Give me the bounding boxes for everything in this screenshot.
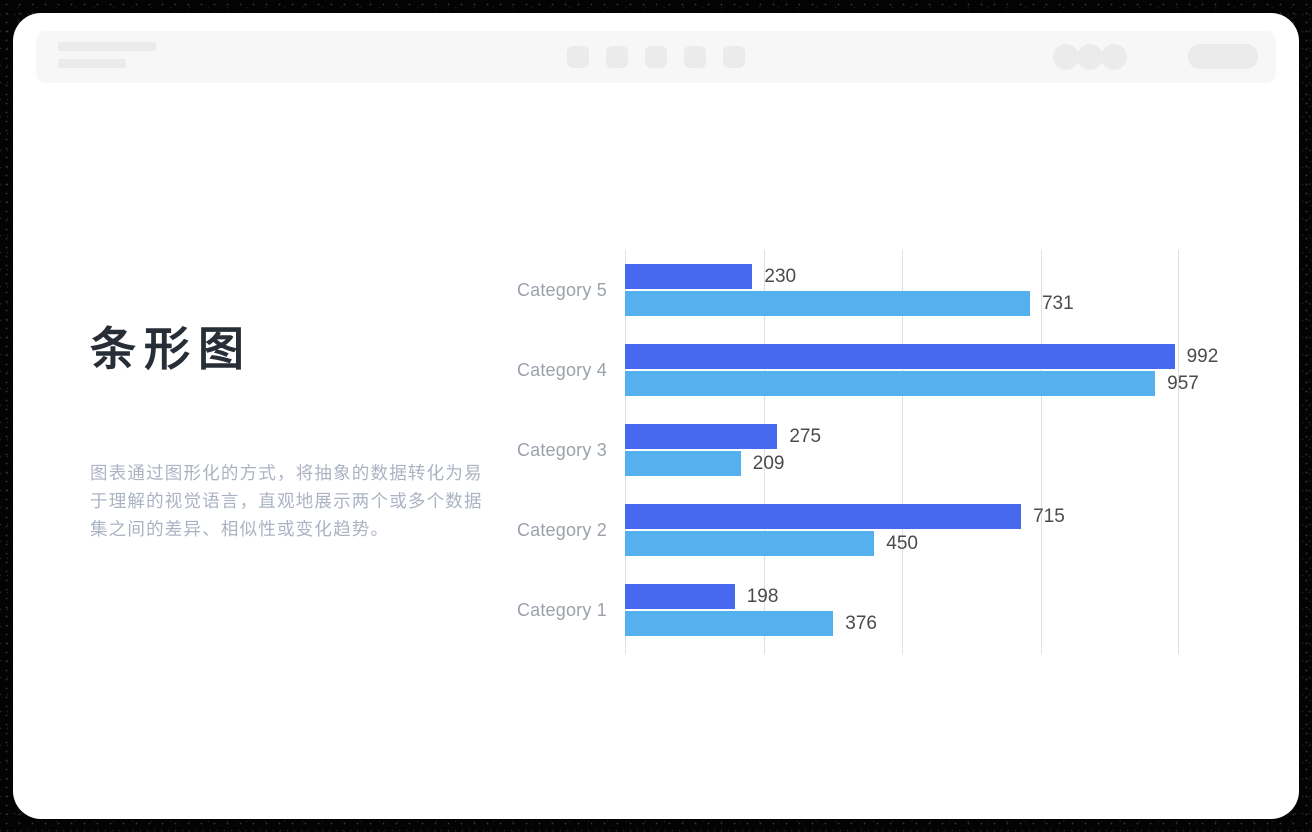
browser-toolbar — [36, 31, 1276, 83]
bar-value-label: 992 — [1186, 345, 1219, 367]
toolbar-avatar-group-placeholder — [1053, 31, 1127, 83]
series-b-track: 731 — [625, 291, 1179, 316]
toolbar-subtitle-skeleton-line — [58, 59, 126, 68]
series-a-track: 992 — [625, 344, 1218, 369]
bar-value-label: 230 — [764, 265, 797, 287]
page-title: 条形图 — [90, 323, 252, 375]
bar-value-label: 957 — [1167, 372, 1199, 394]
series-a-bar — [625, 264, 753, 289]
bar-chart: Category 5 Category 4 Category 3 Category 2… — [463, 250, 1218, 654]
series-a-track: 230 — [625, 264, 1179, 289]
series-a-track: 198 — [625, 584, 1179, 609]
series-a-bar — [625, 504, 1022, 529]
series-b-bar — [625, 611, 834, 636]
category-label: Category 4 — [516, 359, 607, 380]
chart-category-labels: Category 5 Category 4 Category 3 Category 2… — [463, 250, 625, 654]
bar-value-label: 715 — [1033, 505, 1065, 527]
chart-rows: 230 731 992 957 275 209 715 450 198 376 — [625, 250, 1218, 650]
series-a-bar — [625, 424, 778, 449]
series-a-track: 715 — [625, 504, 1179, 529]
toolbar-avatar-placeholder — [1053, 44, 1079, 70]
series-b-bar — [625, 451, 741, 476]
category-label: Category 5 — [516, 279, 607, 300]
page-description: 图表通过图形化的方式，将抽象的数据转化为易于理解的视觉语言，直观地展示两个或多个… — [90, 463, 483, 539]
bar-value-label: 731 — [1041, 292, 1074, 314]
series-b-bar — [625, 291, 1030, 316]
toolbar-avatar-placeholder — [1077, 44, 1103, 70]
series-a-bar — [625, 344, 1175, 369]
toolbar-menu-item-placeholder — [684, 46, 706, 68]
gridline — [1178, 250, 1179, 654]
chart-plot-area: 230 731 992 957 275 209 715 450 198 376 — [625, 250, 1218, 654]
bar-value-label: 275 — [789, 425, 822, 447]
chart-row: 230 731 — [625, 250, 1179, 330]
toolbar-menu-item-placeholder — [567, 46, 589, 68]
series-b-track: 450 — [625, 531, 1179, 556]
category-label: Category 3 — [516, 439, 607, 460]
toolbar-action-button-placeholder — [1188, 44, 1258, 69]
series-b-bar — [625, 371, 1156, 396]
series-b-track: 957 — [625, 371, 1199, 396]
chart-row: 198 376 — [625, 570, 1179, 650]
category-label: Category 2 — [516, 519, 607, 540]
category-label: Category 1 — [516, 599, 607, 620]
browser-window: 条形图 图表通过图形化的方式，将抽象的数据转化为易于理解的视觉语言，直观地展示两… — [13, 13, 1299, 819]
bar-value-label: 209 — [752, 452, 785, 474]
chart-row: 715 450 — [625, 490, 1179, 570]
toolbar-title-skeleton-line — [58, 42, 156, 51]
series-b-track: 376 — [625, 611, 1179, 636]
gridline — [902, 250, 903, 654]
toolbar-avatar-placeholder — [1101, 44, 1127, 70]
chart-row: 275 209 — [625, 410, 1179, 490]
toolbar-menu-item-placeholder — [645, 46, 667, 68]
bar-value-label: 376 — [845, 612, 877, 634]
series-b-bar — [625, 531, 875, 556]
series-a-bar — [625, 584, 735, 609]
gridline — [1040, 250, 1042, 654]
intro-panel: 条形图 图表通过图形化的方式，将抽象的数据转化为易于理解的视觉语言，直观地展示两… — [90, 326, 490, 543]
bar-value-label: 450 — [886, 532, 918, 554]
toolbar-menu-item-placeholder — [723, 46, 745, 68]
series-a-track: 275 — [625, 424, 1179, 449]
series-b-track: 209 — [625, 451, 1179, 476]
bar-value-label: 198 — [746, 585, 779, 607]
gridline — [763, 250, 765, 654]
toolbar-menu-placeholder — [567, 31, 745, 83]
toolbar-menu-item-placeholder — [606, 46, 628, 68]
chart-row: 992 957 — [625, 330, 1218, 410]
